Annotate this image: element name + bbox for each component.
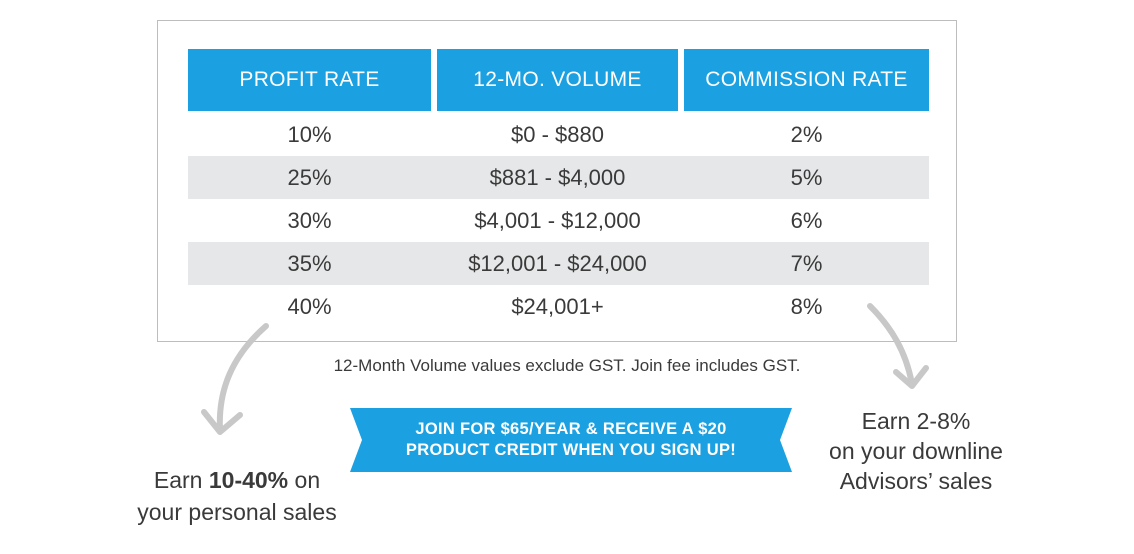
banner-line-2: PRODUCT CREDIT WHEN YOU SIGN UP! xyxy=(405,441,737,459)
table-row: 25% $881 - $4,000 5% xyxy=(188,156,929,199)
header-volume: 12-MO. VOLUME xyxy=(437,49,678,111)
earn-downline-text: Earn 2-8% on your downline Advisors’ sal… xyxy=(800,406,1032,496)
earn-right-line-2: on your downline xyxy=(829,438,1003,464)
curved-arrow-right-icon xyxy=(867,303,929,389)
table-header-row: PROFIT RATE 12-MO. VOLUME COMMISSION RAT… xyxy=(188,49,929,111)
header-profit-rate: PROFIT RATE xyxy=(188,49,431,111)
cell-profit-rate: 30% xyxy=(287,207,332,233)
table-row: 30% $4,001 - $12,000 6% xyxy=(188,199,929,242)
table-row: 35% $12,001 - $24,000 7% xyxy=(188,242,929,285)
commission-table: PROFIT RATE 12-MO. VOLUME COMMISSION RAT… xyxy=(157,20,957,342)
earn-personal-sales-text: Earn 10-40% on your personal sales xyxy=(90,464,384,528)
earn-left-suffix: on xyxy=(288,467,321,493)
earn-left-prefix: Earn xyxy=(153,467,209,493)
earn-right-line-1: Earn 2-8% xyxy=(861,408,971,434)
cell-profit-rate: 40% xyxy=(287,293,332,319)
cell-volume: $881 - $4,000 xyxy=(489,164,626,190)
cell-commission-rate: 2% xyxy=(790,121,823,147)
cell-commission-rate: 8% xyxy=(790,293,823,319)
cell-volume: $4,001 - $12,000 xyxy=(474,207,641,233)
cell-volume: $0 - $880 xyxy=(511,121,604,147)
banner-ribbon-shape xyxy=(350,408,792,472)
earn-left-line-1: Earn 10-40% on xyxy=(90,464,384,496)
earn-left-rate: 10-40% xyxy=(208,467,289,493)
table-row: 40% $24,001+ 8% xyxy=(188,285,929,328)
header-commission-rate: COMMISSION RATE xyxy=(684,49,929,111)
cell-profit-rate: 35% xyxy=(287,250,332,276)
table-row: 10% $0 - $880 2% xyxy=(188,113,929,156)
cell-profit-rate: 10% xyxy=(287,121,332,147)
earn-left-line-2: your personal sales xyxy=(137,499,337,525)
curved-arrow-left-icon xyxy=(201,323,269,435)
cell-commission-rate: 5% xyxy=(790,164,823,190)
earn-right-line-3: Advisors’ sales xyxy=(839,468,993,494)
cell-commission-rate: 7% xyxy=(790,250,823,276)
cell-commission-rate: 6% xyxy=(790,207,823,233)
gst-footnote: 12-Month Volume values exclude GST. Join… xyxy=(333,356,801,375)
banner-line-1: JOIN FOR $65/YEAR & RECEIVE A $20 xyxy=(415,420,727,438)
cell-volume: $24,001+ xyxy=(511,293,604,319)
cell-volume: $12,001 - $24,000 xyxy=(468,250,647,276)
join-banner: JOIN FOR $65/YEAR & RECEIVE A $20 PRODUC… xyxy=(350,408,792,472)
cell-profit-rate: 25% xyxy=(287,164,332,190)
